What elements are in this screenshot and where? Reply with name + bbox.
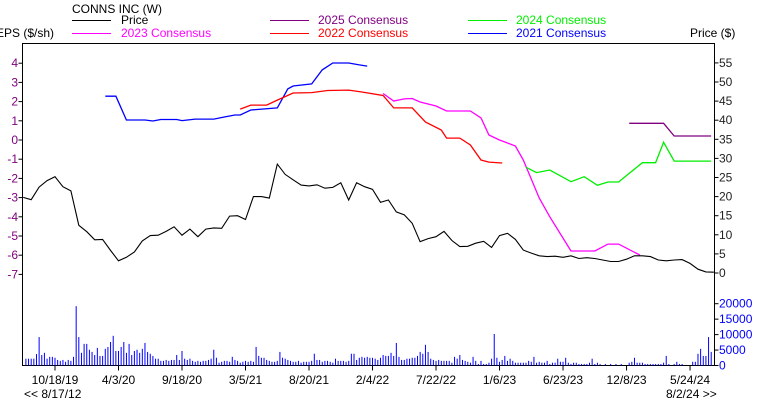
legend-label: 2022 Consensus — [318, 26, 409, 40]
price-tick-label: 40 — [719, 113, 733, 127]
legend-label: 2023 Consensus — [121, 26, 212, 40]
eps-tick-label: -6 — [7, 248, 18, 262]
volume-tick-label: 5000 — [719, 343, 746, 357]
date-tick-label: 12/8/23 — [607, 373, 647, 387]
volume-bars — [25, 306, 712, 366]
price-tick-label: 5 — [719, 247, 726, 261]
price-tick-label: 50 — [719, 75, 733, 89]
series-line-price — [23, 162, 714, 273]
date-tick-label: 1/6/23 — [483, 373, 517, 387]
volume-tick-label: 15000 — [719, 312, 753, 326]
series-line-2022-consensus — [239, 89, 503, 164]
series-line-2025-consensus — [629, 122, 712, 137]
eps-tick-label: -4 — [7, 210, 18, 224]
volume-tick-label: 10000 — [719, 328, 753, 342]
date-tick-label: 8/20/21 — [289, 373, 329, 387]
eps-tick-label: 2 — [11, 95, 18, 109]
price-tick-label: 25 — [719, 171, 733, 185]
date-tick-label: 7/22/22 — [416, 373, 456, 387]
chart-title: CONNS INC (W) — [72, 2, 162, 16]
price-tick-label: 55 — [719, 56, 733, 70]
eps-tick-label: 1 — [11, 114, 18, 128]
legend-swatch — [468, 20, 507, 21]
range-start-link[interactable]: << 8/17/12 — [24, 387, 82, 401]
series-line-2024-consensus — [525, 140, 712, 187]
axes: 43210-1-2-3-4-5-6-7555045403530252015105… — [7, 56, 752, 387]
volume-tick-label: 20000 — [719, 297, 753, 311]
legend-label: Price — [121, 13, 149, 27]
eps-tick-label: -5 — [7, 229, 18, 243]
series-lines — [23, 62, 714, 273]
legend-swatch — [270, 20, 309, 21]
price-tick-label: 20 — [719, 190, 733, 204]
legend-swatch — [72, 20, 111, 21]
series-line-2023-consensus — [382, 92, 641, 256]
price-tick-label: 0 — [719, 266, 726, 280]
date-tick-label: 3/5/21 — [229, 373, 263, 387]
date-tick-label: 2/4/22 — [356, 373, 390, 387]
volume-tick-label: 0 — [719, 359, 726, 373]
date-tick-label: 6/23/23 — [543, 373, 583, 387]
price-tick-label: 10 — [719, 228, 733, 242]
legend-label: 2025 Consensus — [318, 13, 409, 27]
eps-tick-label: 0 — [11, 133, 18, 147]
date-tick-label: 5/24/24 — [670, 373, 710, 387]
price-tick-label: 30 — [719, 151, 733, 165]
eps-tick-label: 3 — [11, 75, 18, 89]
eps-tick-label: -2 — [7, 171, 18, 185]
price-tick-label: 45 — [719, 94, 733, 108]
range-end-link[interactable]: 8/2/24 >> — [666, 387, 717, 401]
right-axis-label: Price ($) — [690, 26, 736, 40]
legend-label: 2021 Consensus — [516, 26, 607, 40]
price-tick-label: 35 — [719, 132, 733, 146]
legend-swatch — [270, 33, 309, 34]
legend-label: 2024 Consensus — [516, 13, 607, 27]
legend-swatch — [468, 33, 507, 34]
price-tick-label: 15 — [719, 209, 733, 223]
series-line-2021-consensus — [105, 62, 368, 122]
left-axis-label: EPS ($/sh) — [0, 26, 55, 40]
plot-frame — [22, 43, 715, 366]
eps-tick-label: -1 — [7, 152, 18, 166]
date-tick-label: 10/18/19 — [32, 373, 79, 387]
date-tick-label: 9/18/20 — [162, 373, 202, 387]
eps-tick-label: 4 — [11, 56, 18, 70]
legend-swatch — [72, 33, 111, 34]
eps-tick-label: -7 — [7, 267, 18, 281]
date-tick-label: 4/3/20 — [102, 373, 136, 387]
eps-tick-label: -3 — [7, 191, 18, 205]
